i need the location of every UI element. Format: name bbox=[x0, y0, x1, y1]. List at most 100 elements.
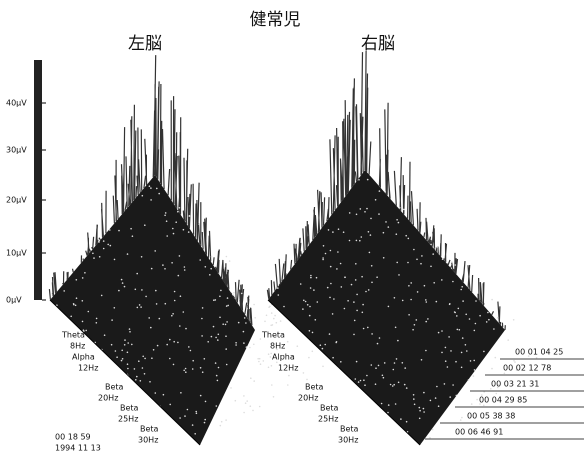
speckle bbox=[423, 411, 425, 413]
speckle bbox=[249, 347, 251, 349]
frequency-label: 30Hz bbox=[138, 436, 158, 445]
speckle bbox=[454, 311, 456, 313]
speckle bbox=[142, 367, 144, 369]
speckle bbox=[156, 188, 158, 190]
speckle bbox=[169, 404, 171, 406]
speckle bbox=[269, 306, 271, 308]
speckle bbox=[486, 321, 488, 323]
speckle bbox=[218, 367, 220, 369]
speckle bbox=[364, 211, 366, 213]
speckle bbox=[393, 369, 395, 371]
speckle bbox=[307, 304, 309, 306]
speckle bbox=[396, 262, 398, 264]
speckle bbox=[394, 362, 396, 364]
speckle bbox=[63, 290, 65, 292]
frequency-label: Theta bbox=[61, 331, 85, 340]
speckle bbox=[185, 328, 187, 330]
speckle bbox=[156, 303, 158, 305]
speckle bbox=[204, 422, 206, 424]
speckle bbox=[201, 318, 203, 320]
speckle bbox=[445, 347, 447, 349]
speckle bbox=[442, 258, 444, 260]
speckle bbox=[487, 312, 489, 314]
speckle bbox=[390, 384, 392, 386]
speckle bbox=[497, 317, 499, 319]
speckle bbox=[238, 322, 240, 324]
speckle bbox=[115, 350, 117, 352]
speckle bbox=[244, 317, 246, 319]
speckle bbox=[104, 334, 106, 336]
speckle bbox=[371, 333, 373, 335]
speckle bbox=[393, 384, 395, 386]
speckle bbox=[257, 358, 259, 360]
speckle bbox=[332, 357, 334, 359]
speckle bbox=[460, 289, 462, 291]
speckle bbox=[465, 344, 467, 346]
frequency-label: 20Hz bbox=[298, 394, 318, 403]
speckle bbox=[468, 379, 470, 381]
speckle bbox=[447, 366, 449, 368]
frequency-label: Beta bbox=[340, 425, 359, 434]
speckle bbox=[358, 381, 360, 383]
frequency-label: 25Hz bbox=[118, 415, 138, 424]
speckle bbox=[344, 308, 346, 310]
speckle bbox=[366, 375, 368, 377]
speckle bbox=[211, 256, 213, 258]
speckle bbox=[377, 343, 379, 345]
speckle bbox=[124, 339, 126, 341]
speckle bbox=[375, 367, 377, 369]
speckle bbox=[84, 272, 86, 274]
speckle bbox=[427, 318, 429, 320]
speckle bbox=[465, 314, 467, 316]
speckle bbox=[189, 215, 191, 217]
speckle bbox=[202, 371, 204, 373]
speckle bbox=[157, 345, 159, 347]
speckle bbox=[323, 245, 325, 247]
frequency-label: 25Hz bbox=[318, 415, 338, 424]
speckle bbox=[259, 406, 261, 408]
speckle bbox=[419, 418, 421, 420]
speckle bbox=[192, 368, 194, 370]
speckle bbox=[394, 297, 396, 299]
speckle bbox=[159, 318, 161, 320]
speckle bbox=[513, 360, 515, 362]
frequency-label: Beta bbox=[305, 383, 324, 392]
speckle bbox=[264, 321, 266, 323]
speckle bbox=[312, 351, 314, 353]
speckle bbox=[473, 360, 475, 362]
speckle bbox=[268, 353, 270, 355]
speckle bbox=[111, 319, 113, 321]
speckle bbox=[369, 252, 371, 254]
speckle bbox=[82, 321, 84, 323]
speckle bbox=[122, 282, 124, 284]
speckle bbox=[459, 329, 461, 331]
speckle bbox=[305, 301, 307, 303]
speckle bbox=[405, 235, 407, 237]
speckle bbox=[413, 394, 415, 396]
speckle bbox=[368, 231, 370, 233]
timestamp-date: 1994 11 13 bbox=[55, 444, 101, 453]
speckle bbox=[370, 218, 372, 220]
speckle bbox=[495, 357, 497, 359]
speckle bbox=[222, 323, 224, 325]
speckle bbox=[165, 303, 167, 305]
speckle bbox=[332, 231, 334, 233]
speckle bbox=[271, 365, 273, 367]
speckle bbox=[150, 199, 152, 201]
speckle bbox=[310, 277, 312, 279]
speckle bbox=[127, 342, 129, 344]
frequency-label: Beta bbox=[140, 425, 159, 434]
amplitude-tick-label: 40μV bbox=[6, 99, 27, 108]
speckle bbox=[395, 403, 397, 405]
speckle bbox=[421, 359, 423, 361]
speckle bbox=[363, 328, 365, 330]
speckle bbox=[96, 322, 98, 324]
speckle bbox=[88, 311, 90, 313]
speckle bbox=[173, 341, 175, 343]
speckle bbox=[121, 360, 123, 362]
speckle bbox=[362, 312, 364, 314]
speckle bbox=[226, 305, 228, 307]
speckle bbox=[392, 385, 394, 387]
speckle bbox=[177, 211, 179, 213]
speckle bbox=[155, 290, 157, 292]
